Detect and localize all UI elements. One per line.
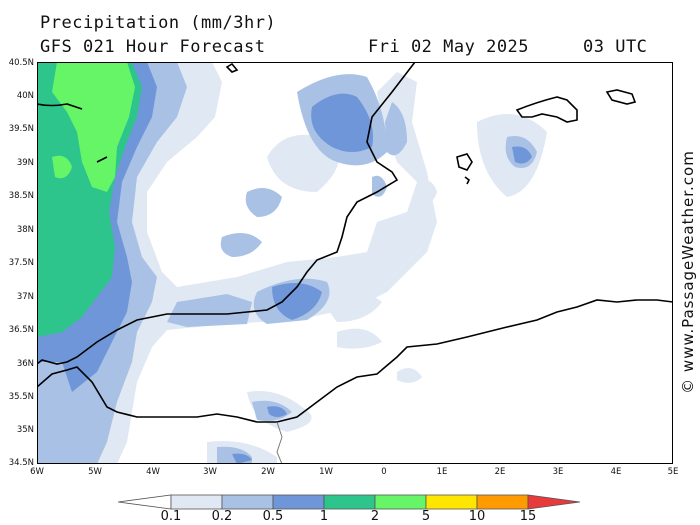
lat-tick-label: 38N	[16, 225, 34, 235]
legend-label: 1	[319, 509, 329, 524]
lon-tick-label: 2W	[261, 467, 275, 477]
legend-label: 0.2	[211, 509, 233, 524]
lon-tick-label: 3E	[552, 467, 564, 477]
legend-label: 0.1	[160, 509, 182, 524]
lat-tick-label: 40.5N	[8, 58, 34, 68]
legend-label: 5	[421, 509, 431, 524]
lat-tick-label: 39N	[16, 158, 34, 168]
lon-tick-label: 6W	[30, 467, 44, 477]
menorca-coast	[605, 89, 637, 105]
precip-band-2	[52, 62, 135, 192]
lon-tick-label: 1W	[319, 467, 333, 477]
lon-tick-label: 4E	[610, 467, 622, 477]
lat-tick-label: 36N	[16, 359, 34, 369]
iberia-coast	[37, 62, 416, 365]
legend-label: 0.5	[262, 509, 284, 524]
lat-tick-label: 35N	[16, 425, 34, 435]
lat-tick-label: 36.5N	[8, 325, 34, 335]
legend-swatch	[221, 494, 274, 510]
legend-swatch	[527, 494, 581, 510]
mallorca-coast	[515, 96, 578, 123]
valid-date-label: Fri 02 May 2025	[368, 37, 530, 57]
lon-tick-label: 2E	[494, 467, 506, 477]
coastlines	[37, 62, 673, 423]
legend-swatch	[374, 494, 427, 510]
lat-tick-label: 37.5N	[8, 258, 34, 268]
lat-tick-label: 39.5N	[8, 124, 34, 134]
precipitation-map	[37, 62, 673, 464]
lat-tick-label: 35.5N	[8, 392, 34, 402]
lon-tick-label: 0	[381, 467, 387, 477]
legend-label: 15	[519, 509, 537, 524]
lon-tick-label: 5E	[667, 467, 679, 477]
color-legend	[118, 494, 581, 510]
map-title: Precipitation (mm/3hr)	[40, 13, 277, 33]
lon-tick-label: 3W	[203, 467, 217, 477]
ibiza-coast	[456, 153, 473, 171]
valid-time-label: 03 UTC	[583, 37, 648, 57]
legend-swatch	[170, 494, 223, 510]
legend-swatch	[425, 494, 478, 510]
legend-swatch	[323, 494, 376, 510]
lon-tick-label: 1E	[436, 467, 448, 477]
legend-swatch	[476, 494, 529, 510]
watermark: © www.PassageWeather.com	[679, 150, 697, 394]
legend-swatch	[118, 494, 172, 510]
lat-tick-label: 40N	[16, 91, 34, 101]
legend-swatch	[272, 494, 325, 510]
forecast-model-label: GFS 021 Hour Forecast	[40, 37, 266, 57]
lat-tick-label: 37N	[16, 292, 34, 302]
lat-tick-label: 38.5N	[8, 191, 34, 201]
lon-tick-label: 4W	[146, 467, 160, 477]
lat-tick-label: 34.5N	[8, 458, 34, 468]
lon-tick-label: 5W	[88, 467, 102, 477]
africa-coast	[37, 299, 673, 423]
legend-label: 10	[468, 509, 486, 524]
legend-label: 2	[370, 509, 380, 524]
land-border	[276, 421, 283, 464]
